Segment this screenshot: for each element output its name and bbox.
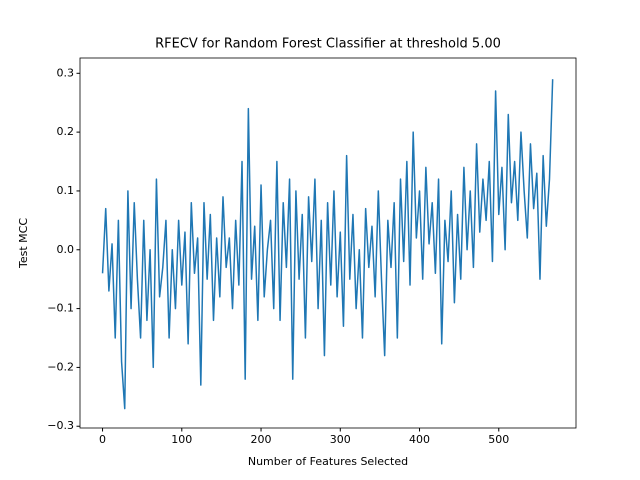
- y-tick-label: 0.0: [57, 243, 75, 256]
- y-tick-label: 0.1: [57, 184, 75, 197]
- x-tick-label: 200: [251, 433, 272, 446]
- x-tick-label: 100: [171, 433, 192, 446]
- y-axis-label: Test MCC: [17, 218, 30, 269]
- x-tick-label: 300: [330, 433, 351, 446]
- x-tick-label: 500: [488, 433, 509, 446]
- y-tick-label: −0.1: [47, 302, 74, 315]
- y-tick-label: −0.2: [47, 360, 74, 373]
- x-axis-label: Number of Features Selected: [248, 455, 408, 468]
- x-tick-label: 400: [409, 433, 430, 446]
- plot-frame: [79, 57, 577, 429]
- y-tick-label: −0.3: [47, 419, 74, 432]
- y-tick-label: 0.2: [57, 125, 75, 138]
- x-tick-label: 0: [99, 433, 106, 446]
- chart-title: RFECV for Random Forest Classifier at th…: [155, 37, 501, 52]
- line-series: [101, 79, 554, 410]
- y-tick-label: 0.3: [57, 66, 75, 79]
